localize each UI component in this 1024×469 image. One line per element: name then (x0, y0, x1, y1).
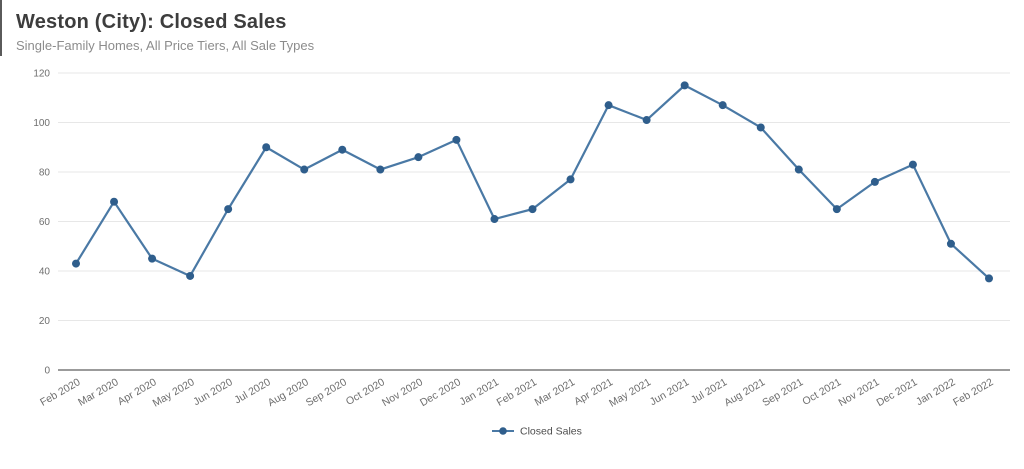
x-tick-label: Jun 2021 (648, 376, 692, 408)
chart-title: Weston (City): Closed Sales (16, 11, 287, 33)
y-tick-label: 120 (33, 69, 50, 80)
x-tick-label: Feb 2021 (495, 376, 540, 409)
x-tick-label: Sep 2020 (304, 376, 349, 409)
data-point-nov-2021[interactable] (870, 177, 879, 186)
x-tick-label: Mar 2021 (533, 376, 578, 409)
data-point-feb-2020[interactable] (72, 259, 80, 268)
y-tick-label: 20 (39, 316, 51, 327)
x-tick-label: Feb 2022 (951, 376, 996, 409)
y-tick-label: 0 (44, 366, 50, 377)
x-tick-label: Oct 2020 (344, 376, 387, 408)
data-point-mar-2020[interactable] (110, 197, 119, 206)
x-tick-label: Aug 2020 (266, 376, 311, 409)
x-tick-label: Nov 2021 (836, 376, 881, 409)
data-point-apr-2020[interactable] (148, 254, 157, 263)
data-point-nov-2020[interactable] (414, 153, 423, 162)
x-tick-label: Jan 2022 (914, 376, 958, 408)
y-tick-label: 60 (39, 217, 51, 228)
x-tick-label: May 2021 (607, 376, 653, 410)
data-point-aug-2021[interactable] (756, 123, 765, 132)
x-tick-label: May 2020 (151, 376, 197, 410)
x-tick-label: Mar 2020 (76, 376, 121, 409)
data-point-jul-2021[interactable] (718, 101, 727, 110)
x-tick-label: Jun 2020 (191, 376, 235, 408)
data-point-jun-2021[interactable] (680, 81, 689, 90)
x-tick-label: Sep 2021 (760, 376, 805, 409)
data-point-mar-2021[interactable] (566, 175, 575, 184)
left-edge-artifact (0, 0, 2, 56)
data-point-jun-2020[interactable] (224, 205, 233, 214)
data-point-oct-2021[interactable] (832, 205, 841, 214)
closed-sales-line (74, 84, 991, 280)
data-point-dec-2021[interactable] (908, 160, 917, 169)
data-point-feb-2021[interactable] (528, 205, 537, 214)
x-tick-label: Jan 2021 (458, 376, 502, 408)
legend-label: Closed Sales (520, 426, 582, 438)
data-point-jan-2022[interactable] (946, 239, 955, 248)
x-tick-label: Feb 2020 (38, 376, 83, 409)
y-tick-label: 100 (33, 118, 50, 129)
x-tick-label: Dec 2020 (418, 376, 463, 409)
legend-item-closed-sales[interactable]: Closed Sales (492, 426, 582, 438)
data-point-jul-2020[interactable] (262, 143, 271, 152)
y-tick-label: 40 (39, 267, 51, 278)
x-tick-label: Oct 2021 (800, 376, 843, 408)
chart-subtitle: Single-Family Homes, All Price Tiers, Al… (16, 38, 315, 53)
x-tick-label: Nov 2020 (380, 376, 425, 409)
x-tick-label: Dec 2021 (874, 376, 919, 409)
data-point-feb-2022[interactable] (985, 274, 993, 283)
data-point-dec-2020[interactable] (452, 135, 461, 144)
legend-marker-icon (499, 427, 507, 435)
data-point-sep-2021[interactable] (794, 165, 803, 174)
data-point-jan-2021[interactable] (490, 215, 499, 224)
data-point-sep-2020[interactable] (338, 145, 347, 154)
data-point-aug-2020[interactable] (300, 165, 309, 174)
y-tick-label: 80 (39, 168, 51, 179)
data-point-apr-2021[interactable] (604, 101, 613, 110)
data-point-may-2020[interactable] (186, 271, 195, 280)
data-point-oct-2020[interactable] (376, 165, 385, 174)
x-tick-label: Aug 2021 (722, 376, 767, 409)
data-point-may-2021[interactable] (642, 116, 651, 125)
